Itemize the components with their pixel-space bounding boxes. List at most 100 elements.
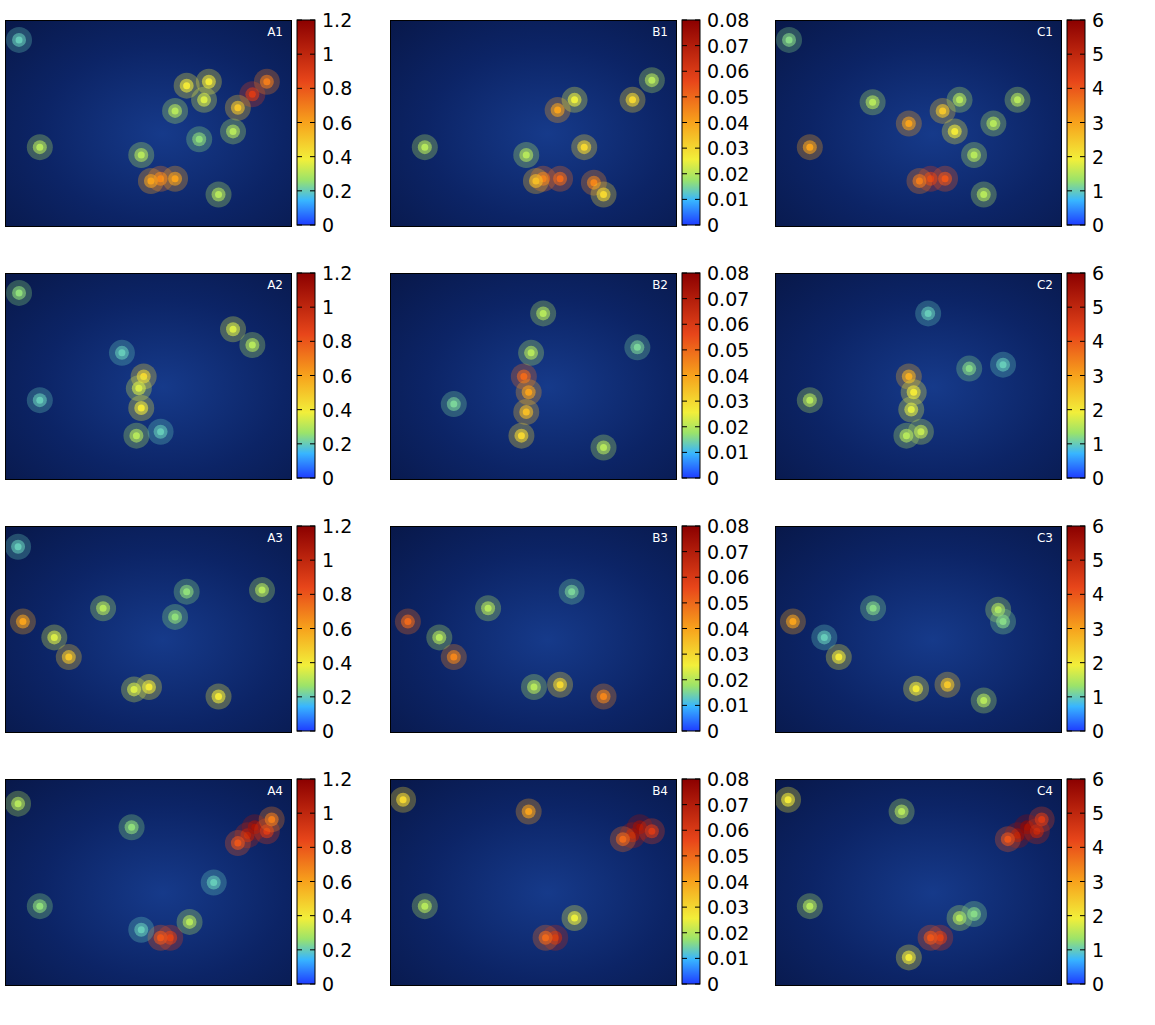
svg-text:0.04: 0.04 — [707, 365, 749, 387]
html-text:B2: B2 — [652, 278, 668, 292]
svg-text:0.05: 0.05 — [707, 86, 749, 108]
svg-text:0.02: 0.02 — [707, 669, 749, 691]
svg-text:0.05: 0.05 — [707, 339, 749, 361]
svg-text:0.04: 0.04 — [707, 871, 749, 893]
svg-text:1.2: 1.2 — [322, 262, 352, 284]
svg-text:0.2: 0.2 — [322, 180, 352, 202]
svg-text:0.6: 0.6 — [322, 871, 352, 893]
svg-text:0: 0 — [1092, 214, 1104, 236]
svg-text:0: 0 — [707, 720, 719, 742]
svg-text:2: 2 — [1092, 905, 1104, 927]
svg-text:0.01: 0.01 — [707, 441, 749, 463]
svg-text:0.05: 0.05 — [707, 845, 749, 867]
svg-text:0.2: 0.2 — [322, 686, 352, 708]
svg-text:0: 0 — [1092, 973, 1104, 995]
svg-text:0.03: 0.03 — [707, 896, 749, 918]
svg-text:0.8: 0.8 — [322, 330, 352, 352]
html-text:B1: B1 — [652, 25, 668, 39]
svg-text:0.02: 0.02 — [707, 922, 749, 944]
svg-text:0.6: 0.6 — [322, 365, 352, 387]
svg-text:5: 5 — [1092, 802, 1104, 824]
svg-text:6: 6 — [1092, 9, 1104, 31]
svg-text:0.2: 0.2 — [322, 433, 352, 455]
html-text:C1: C1 — [1037, 25, 1053, 39]
svg-text:0: 0 — [322, 467, 334, 489]
svg-text:2: 2 — [1092, 652, 1104, 674]
svg-text:1: 1 — [322, 549, 334, 571]
svg-text:1: 1 — [322, 43, 334, 65]
svg-text:6: 6 — [1092, 768, 1104, 790]
svg-text:1: 1 — [1092, 433, 1104, 455]
svg-text:6: 6 — [1092, 515, 1104, 537]
svg-text:0.06: 0.06 — [707, 313, 749, 335]
svg-text:0.8: 0.8 — [322, 583, 352, 605]
svg-text:0.06: 0.06 — [707, 60, 749, 82]
svg-text:0.01: 0.01 — [707, 188, 749, 210]
html-text:A1: A1 — [267, 25, 283, 39]
svg-text:0.08: 0.08 — [707, 768, 749, 790]
svg-text:0.03: 0.03 — [707, 643, 749, 665]
svg-text:2: 2 — [1092, 399, 1104, 421]
svg-text:5: 5 — [1092, 296, 1104, 318]
svg-text:0.06: 0.06 — [707, 566, 749, 588]
svg-text:1.2: 1.2 — [322, 768, 352, 790]
svg-text:0.04: 0.04 — [707, 112, 749, 134]
svg-text:0.06: 0.06 — [707, 819, 749, 841]
svg-text:0.07: 0.07 — [707, 288, 749, 310]
svg-text:0.07: 0.07 — [707, 541, 749, 563]
svg-text:0.08: 0.08 — [707, 515, 749, 537]
svg-text:0.8: 0.8 — [322, 77, 352, 99]
html-text:C2: C2 — [1037, 278, 1053, 292]
svg-text:0.08: 0.08 — [707, 9, 749, 31]
svg-text:0.03: 0.03 — [707, 137, 749, 159]
svg-text:0: 0 — [707, 214, 719, 236]
svg-text:0.05: 0.05 — [707, 592, 749, 614]
svg-text:4: 4 — [1092, 583, 1104, 605]
svg-text:1: 1 — [322, 296, 334, 318]
svg-text:0.4: 0.4 — [322, 652, 352, 674]
svg-text:0: 0 — [322, 720, 334, 742]
svg-text:0.02: 0.02 — [707, 163, 749, 185]
svg-text:0: 0 — [322, 973, 334, 995]
svg-text:0.01: 0.01 — [707, 694, 749, 716]
svg-text:0.08: 0.08 — [707, 262, 749, 284]
svg-text:1: 1 — [1092, 180, 1104, 202]
svg-text:1.2: 1.2 — [322, 515, 352, 537]
svg-text:0.02: 0.02 — [707, 416, 749, 438]
svg-text:0.03: 0.03 — [707, 390, 749, 412]
svg-text:0.2: 0.2 — [322, 939, 352, 961]
svg-text:0.04: 0.04 — [707, 618, 749, 640]
svg-text:0.6: 0.6 — [322, 618, 352, 640]
svg-text:0.4: 0.4 — [322, 399, 352, 421]
svg-text:0: 0 — [1092, 720, 1104, 742]
html-text:A3: A3 — [267, 531, 283, 545]
svg-text:0.8: 0.8 — [322, 836, 352, 858]
svg-text:0: 0 — [707, 467, 719, 489]
svg-text:2: 2 — [1092, 146, 1104, 168]
svg-text:0: 0 — [322, 214, 334, 236]
svg-text:0.6: 0.6 — [322, 112, 352, 134]
svg-text:3: 3 — [1092, 618, 1104, 640]
svg-text:3: 3 — [1092, 365, 1104, 387]
svg-text:0.4: 0.4 — [322, 146, 352, 168]
svg-text:0.07: 0.07 — [707, 35, 749, 57]
svg-text:3: 3 — [1092, 112, 1104, 134]
svg-text:5: 5 — [1092, 549, 1104, 571]
html-text:B3: B3 — [652, 531, 668, 545]
svg-text:0: 0 — [1092, 467, 1104, 489]
svg-text:4: 4 — [1092, 330, 1104, 352]
svg-text:6: 6 — [1092, 262, 1104, 284]
svg-text:1: 1 — [1092, 939, 1104, 961]
svg-text:4: 4 — [1092, 836, 1104, 858]
svg-text:1.2: 1.2 — [322, 9, 352, 31]
svg-text:0: 0 — [707, 973, 719, 995]
svg-text:0.01: 0.01 — [707, 947, 749, 969]
svg-text:3: 3 — [1092, 871, 1104, 893]
svg-text:5: 5 — [1092, 43, 1104, 65]
svg-text:0.07: 0.07 — [707, 794, 749, 816]
svg-text:4: 4 — [1092, 77, 1104, 99]
svg-text:1: 1 — [1092, 686, 1104, 708]
svg-text:0.4: 0.4 — [322, 905, 352, 927]
html-text:A2: A2 — [267, 278, 283, 292]
svg-text:1: 1 — [322, 802, 334, 824]
